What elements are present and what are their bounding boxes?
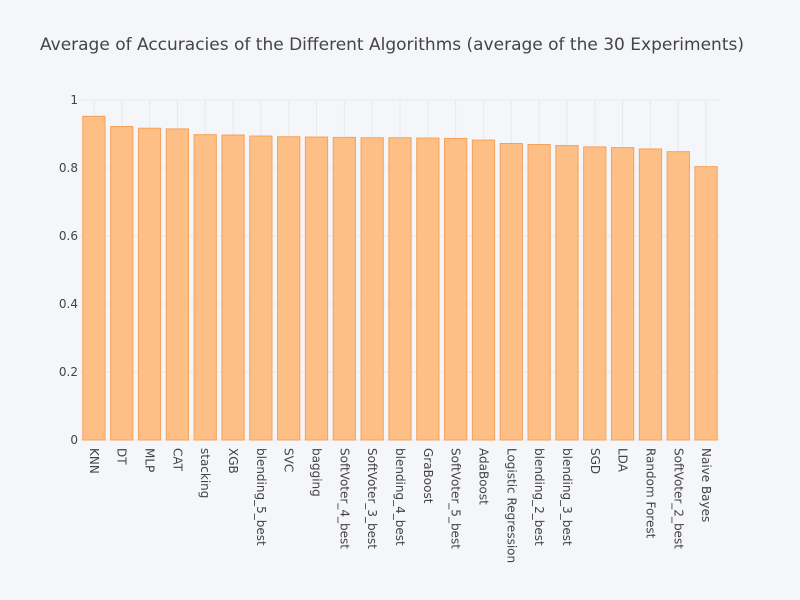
x-tick-label: KNN — [87, 448, 101, 474]
x-tick-label: Naive Bayes — [699, 448, 713, 522]
x-tick-label: Logistic Regression — [504, 448, 518, 563]
x-tick-label: CAT — [170, 448, 184, 472]
bar-lda[interactable] — [610, 147, 635, 441]
chart-title: Average of Accuracies of the Different A… — [40, 35, 744, 55]
x-tick-label: MLP — [143, 448, 157, 472]
x-tick-label: GraBoost — [421, 448, 435, 504]
y-tick-label: 0.2 — [59, 365, 78, 379]
bar-cat[interactable] — [165, 128, 190, 441]
x-tick-label: blending_4_best — [393, 448, 407, 546]
x-tick-label: DT — [115, 448, 129, 465]
x-tick-label: blending_5_best — [254, 448, 268, 546]
x-tick-label: SoftVoter_3_best — [365, 448, 379, 549]
bar-adaboost[interactable] — [471, 139, 496, 441]
bar-softvoter-2-best[interactable] — [666, 151, 690, 441]
x-tick-label: blending_3_best — [560, 448, 574, 546]
bar-logistic-regression[interactable] — [499, 143, 523, 441]
x-tick-label: SVC — [282, 448, 296, 472]
bar-softvoter-3-best[interactable] — [360, 137, 384, 441]
x-axis: KNN DT MLP CAT stacking XGB blending_5_best SVC… — [87, 448, 713, 563]
y-tick-label: 0.8 — [59, 161, 78, 175]
bar-random-forest[interactable] — [638, 148, 663, 441]
bar-blending-5-best[interactable] — [249, 135, 273, 441]
bar-blending-3-best[interactable] — [555, 145, 579, 441]
bar-graboost[interactable] — [416, 137, 440, 441]
x-tick-label: blending_2_best — [532, 448, 546, 546]
bar-naive-bayes[interactable] — [694, 166, 718, 441]
x-tick-label: SoftVoter_4_best — [337, 448, 351, 549]
bar-blending-4-best[interactable] — [388, 137, 412, 441]
x-tick-label: Random Forest — [643, 448, 657, 539]
y-tick-label: 1 — [70, 93, 78, 107]
bar-layer — [82, 115, 718, 441]
bar-svc[interactable] — [277, 136, 301, 441]
y-axis: 0 0.2 0.4 0.6 0.8 1 — [59, 93, 78, 447]
y-tick-label: 0.4 — [59, 297, 78, 311]
bar-xgb[interactable] — [221, 134, 245, 441]
bar-bagging[interactable] — [304, 136, 329, 441]
y-tick-label: 0.6 — [59, 229, 78, 243]
bar-stacking[interactable] — [193, 134, 217, 441]
x-tick-label: bagging — [310, 448, 324, 497]
x-tick-label: SGD — [588, 448, 602, 474]
y-tick-label: 0 — [70, 433, 78, 447]
x-tick-label: SoftVoter_2_best — [671, 448, 685, 549]
bar-mlp[interactable] — [137, 127, 162, 441]
bar-knn[interactable] — [82, 115, 106, 441]
x-tick-label: XGB — [226, 448, 240, 474]
bar-dt[interactable] — [110, 126, 134, 441]
bar-sgd[interactable] — [583, 146, 607, 441]
x-tick-label: stacking — [198, 448, 212, 498]
x-tick-label: SoftVoter_5_best — [449, 448, 463, 549]
x-tick-label: LDA — [616, 448, 630, 473]
bar-softvoter-5-best[interactable] — [444, 137, 468, 441]
x-tick-label: AdaBoost — [476, 448, 490, 505]
bar-blending-2-best[interactable] — [527, 144, 551, 441]
bar-softvoter-4-best[interactable] — [332, 136, 356, 441]
